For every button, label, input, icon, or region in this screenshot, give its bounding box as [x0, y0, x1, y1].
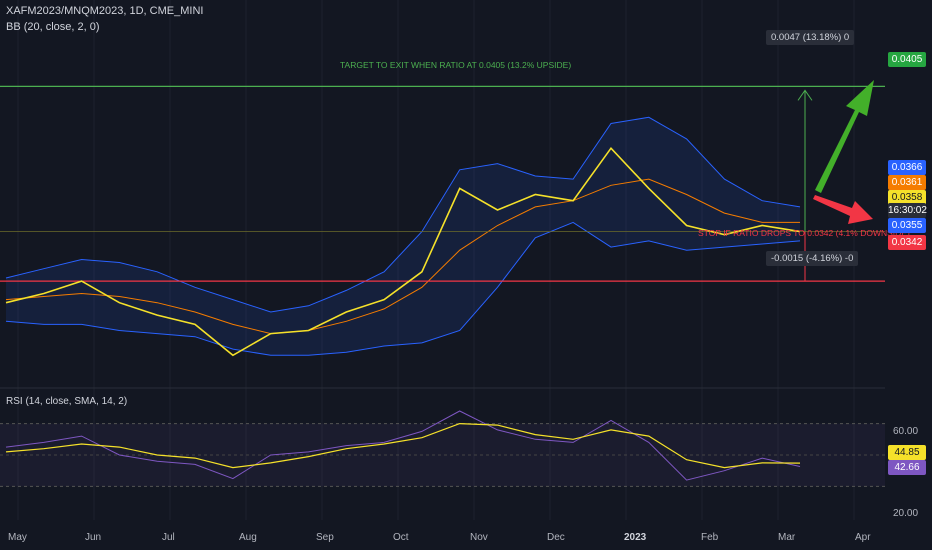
price-tag: 0.0358: [888, 190, 926, 205]
price-tag: 0.0361: [888, 175, 926, 190]
basis-line: [5, 178, 800, 335]
x-tick-label: Jul: [162, 532, 175, 543]
x-tick-label: 2023: [624, 532, 647, 543]
x-tick-label: Dec: [547, 532, 565, 543]
stop-annotation: STOP IF RATIO DROPS TO 0.0342 (4.1% DOWN…: [698, 228, 910, 238]
price-tag: 16:30:02: [888, 203, 927, 218]
price-line: [5, 146, 801, 357]
price-tag: 0.0405: [888, 52, 926, 67]
x-tick-label: Mar: [778, 532, 796, 543]
lower-band-line: [5, 221, 801, 356]
upside-arrowhead: [797, 89, 813, 101]
rsi-tag: 44.85: [888, 445, 926, 460]
red-arrow: [813, 195, 873, 224]
x-tick-label: Nov: [470, 532, 488, 543]
x-tick-label: Jun: [85, 532, 102, 543]
projection-arrows: [797, 80, 874, 282]
price-tag: 0.0355: [888, 218, 926, 233]
price-tag: 0.0366: [888, 160, 926, 175]
rsi-band-fill: [0, 423, 885, 487]
rsi-axis-tick: 20.00: [893, 508, 919, 519]
price-tag: 0.0342: [888, 235, 926, 250]
x-tick-label: Aug: [239, 532, 257, 543]
upper-band-line: [5, 116, 801, 313]
x-tick-label: Apr: [855, 532, 871, 543]
target-annotation: TARGET TO EXIT WHEN RATIO AT 0.0405 (13.…: [340, 60, 572, 70]
symbol-title: XAFM2023/MNQM2023, 1D, CME_MINI: [6, 5, 204, 17]
green-arrow: [815, 80, 874, 193]
x-tick-label: Feb: [701, 532, 719, 543]
x-tick-label: Sep: [316, 532, 334, 543]
price-series: [5, 146, 801, 357]
rsi-tag: 42.66: [888, 460, 926, 475]
upside-measure-box: 0.0047 (13.18%) 0: [766, 30, 855, 45]
rsi-label: RSI (14, close, SMA, 14, 2): [6, 396, 128, 407]
rsi-ma-line: [5, 422, 801, 469]
rsi-line: [5, 410, 801, 481]
x-tick-label: May: [8, 532, 27, 543]
indicator-label: BB (20, close, 2, 0): [6, 21, 100, 33]
bollinger-bands: [5, 116, 801, 356]
downside-measure-box: -0.0015 (-4.16%) -0: [766, 251, 859, 266]
band-fill: [6, 117, 800, 356]
rsi-axis-tick: 60.00: [893, 426, 919, 437]
rsi-pane: [0, 410, 885, 487]
x-tick-label: Oct: [393, 532, 409, 543]
